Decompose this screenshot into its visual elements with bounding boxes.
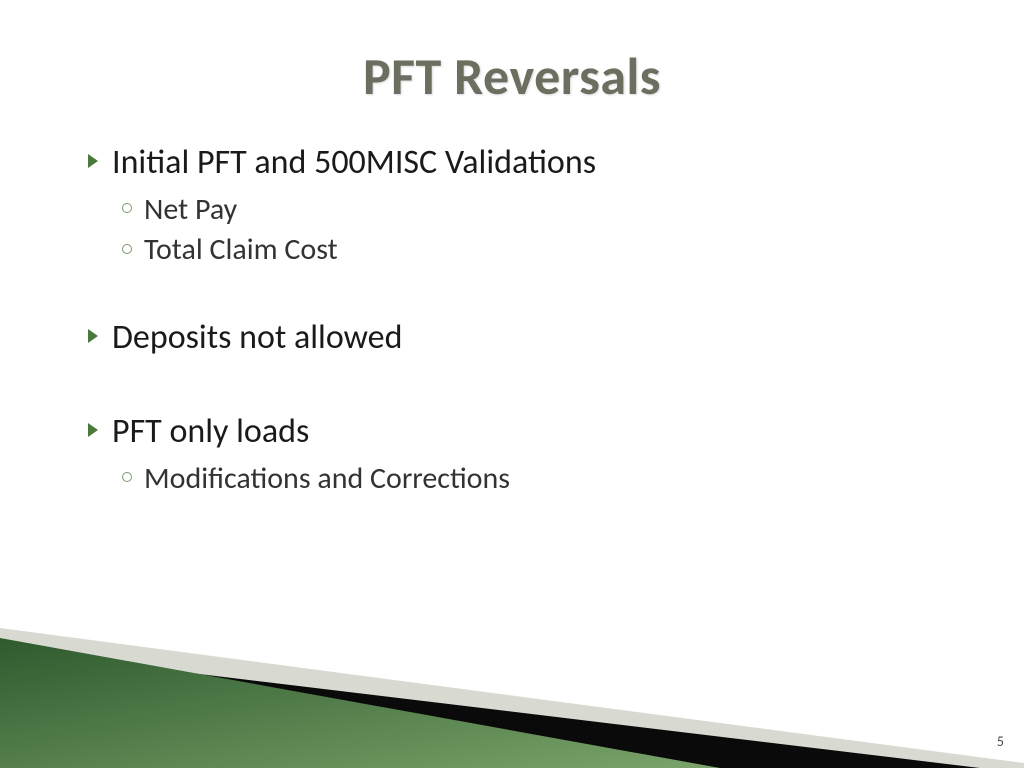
slide: PFT Reversals Initial PFT and 500MISC Va… [0,0,1024,768]
sub-bullet-item: Net Pay [122,190,964,231]
sub-bullet-item: Total Claim Cost [122,230,964,271]
arrow-right-icon [88,329,98,343]
bullet-text: PFT only loads [112,411,309,452]
spacer [88,271,964,315]
sub-bullet-item: Modifications and Corrections [122,459,964,500]
sub-bullet-text: Net Pay [144,191,237,228]
arrow-right-icon [88,423,98,437]
slide-title: PFT Reversals [0,0,1024,108]
sub-bullet-text: Total Claim Cost [144,231,338,268]
bullet-item: PFT only loads [88,409,964,455]
sub-bullet-text: Modifications and Corrections [144,460,510,497]
spacer [88,365,964,409]
slide-content: Initial PFT and 500MISC Validations Net … [0,108,1024,499]
bullet-item: Initial PFT and 500MISC Validations [88,140,964,186]
circle-bullet-icon [122,244,132,254]
page-number: 5 [997,733,1004,750]
slide-decor-icon [0,598,1024,768]
bullet-text: Initial PFT and 500MISC Validations [112,142,596,183]
circle-bullet-icon [122,472,132,482]
bullet-text: Deposits not allowed [112,317,402,358]
arrow-right-icon [88,154,98,168]
bullet-item: Deposits not allowed [88,315,964,361]
circle-bullet-icon [122,203,132,213]
